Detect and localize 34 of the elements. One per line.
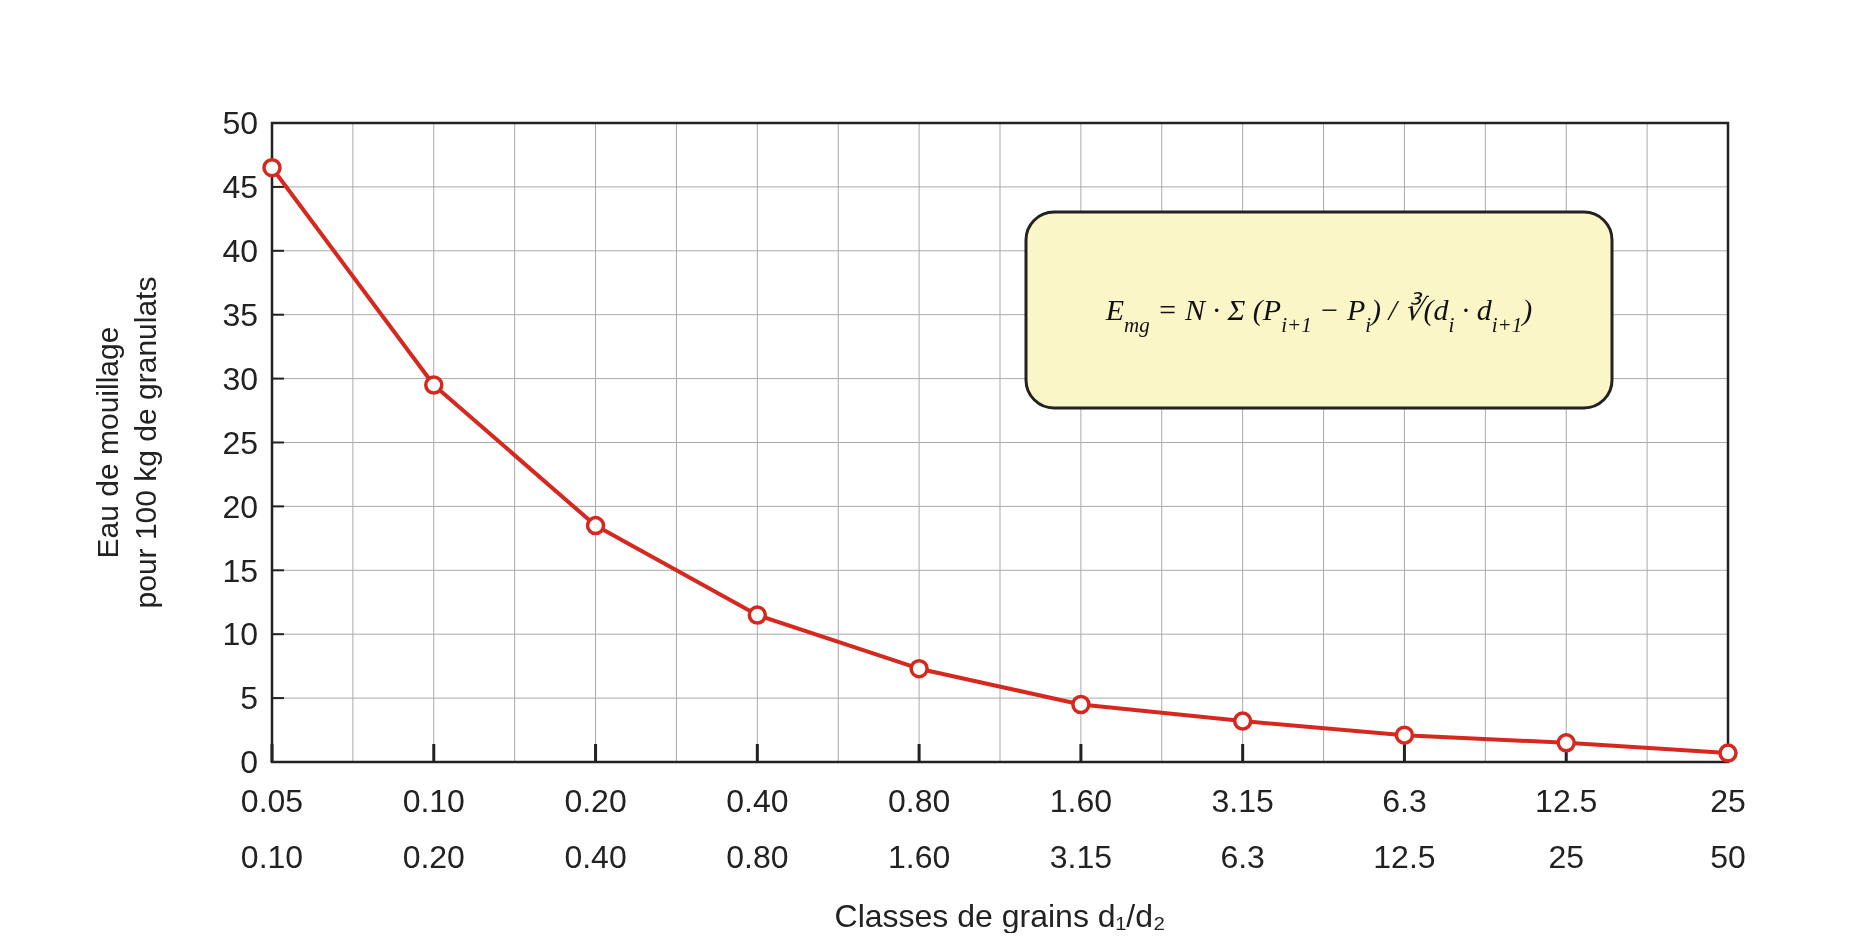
x-tick-label: 12.5 25	[1535, 783, 1598, 875]
point	[1394, 725, 1415, 745]
x-tick-label: 0.05 0.10	[240, 783, 304, 875]
x-axis-title: Classes de grains d₁/d₂	[834, 898, 1166, 934]
y-tick-label: 45	[222, 169, 258, 206]
point	[262, 157, 282, 178]
y-tick-label: 5	[240, 680, 258, 717]
y-tick-label: 40	[222, 233, 258, 269]
x-tick-label: 1.60 3.15	[1049, 783, 1113, 875]
point	[1718, 743, 1738, 763]
point	[1232, 711, 1253, 731]
x-tick-label: 3.15 6.3	[1211, 783, 1274, 875]
y-tick-label: 35	[222, 296, 258, 333]
point	[585, 515, 606, 536]
point	[1556, 733, 1576, 753]
text: E$_{mg}$ = N · Σ (P$_{i+1}$ − P$_{i}$) / ∛(d$_{i}$ · d$_{i+1}$)	[1105, 293, 1533, 337]
x-tick-label: 0.10 0.20	[402, 783, 465, 875]
point	[1071, 694, 1091, 715]
y-tick-label: 20	[222, 488, 258, 525]
y-tick-label: 0	[240, 744, 258, 781]
x-tick-label: 0.20 0.40	[564, 783, 627, 875]
point	[424, 375, 444, 395]
y-tick-label: 30	[222, 360, 258, 397]
x-tick-label: 6.3 12.5	[1373, 783, 1436, 875]
y-tick-label: 25	[222, 424, 258, 461]
y-tick-label: 10	[222, 616, 258, 653]
y-axis-title: Eau de mouillage pour 100 kg de granulats	[91, 276, 162, 609]
point	[747, 605, 768, 625]
x-tick-label: 0.80 1.60	[887, 783, 951, 875]
y-tick-label: 15	[222, 552, 258, 589]
x-tick-label: 25 50	[1710, 783, 1746, 875]
x-tick-label: 0.40 0.80	[726, 783, 789, 875]
point	[909, 658, 929, 679]
y-tick-label: 50	[222, 105, 258, 142]
